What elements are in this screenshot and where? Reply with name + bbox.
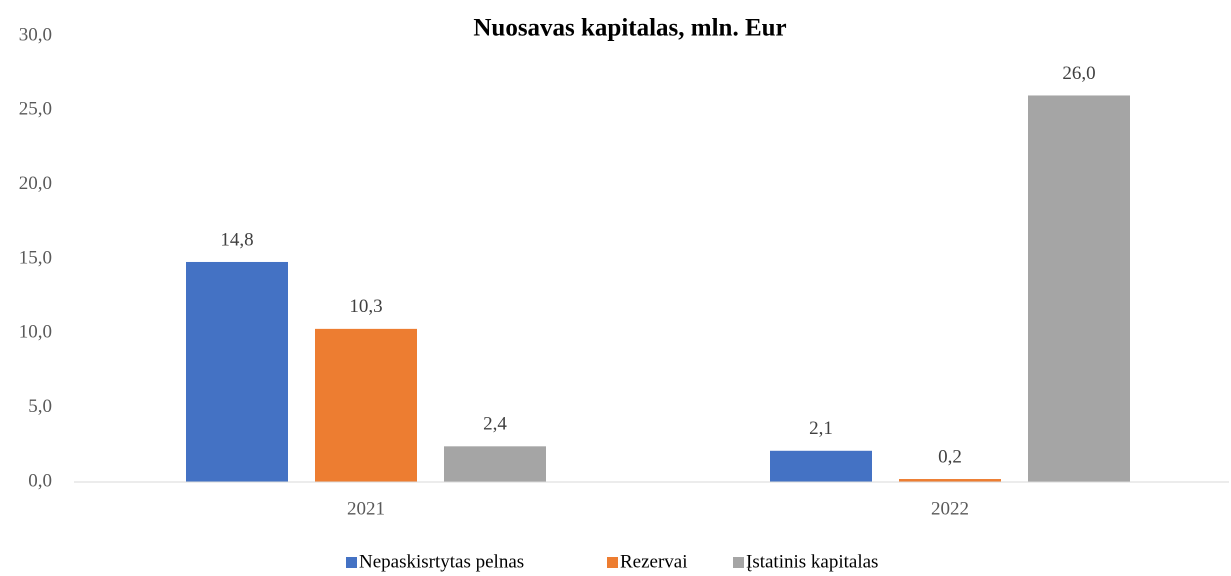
bar [899,479,1001,482]
value-label: 14,8 [220,229,253,250]
legend-swatch [346,557,357,568]
x-tick-label: 2022 [931,498,969,519]
y-tick-label: 30,0 [19,24,52,45]
y-tick-label: 5,0 [28,396,52,417]
y-tick-label: 10,0 [19,322,52,343]
legend-swatch [733,557,744,568]
chart-title: Nuosavas kapitalas, mln. Eur [473,15,786,42]
value-label: 10,3 [349,296,382,317]
legend-label: Rezervai [620,551,688,572]
value-label: 26,0 [1062,63,1095,84]
x-tick-label: 2021 [347,498,385,519]
bar [770,450,872,482]
bar [444,446,546,482]
y-tick-label: 0,0 [28,470,52,491]
legend-label: Nepaskisrtytas pelnas [359,551,524,572]
bar [315,328,417,482]
value-label: 0,2 [938,446,962,467]
bar [186,261,288,482]
y-tick-label: 20,0 [19,173,52,194]
y-tick-label: 25,0 [19,99,52,120]
legend-swatch [607,557,618,568]
legend-label: Įstatinis kapitalas [746,551,878,572]
y-tick-label: 15,0 [19,247,52,268]
bar [1028,95,1130,482]
value-label: 2,1 [809,418,833,439]
value-label: 2,4 [483,414,507,435]
